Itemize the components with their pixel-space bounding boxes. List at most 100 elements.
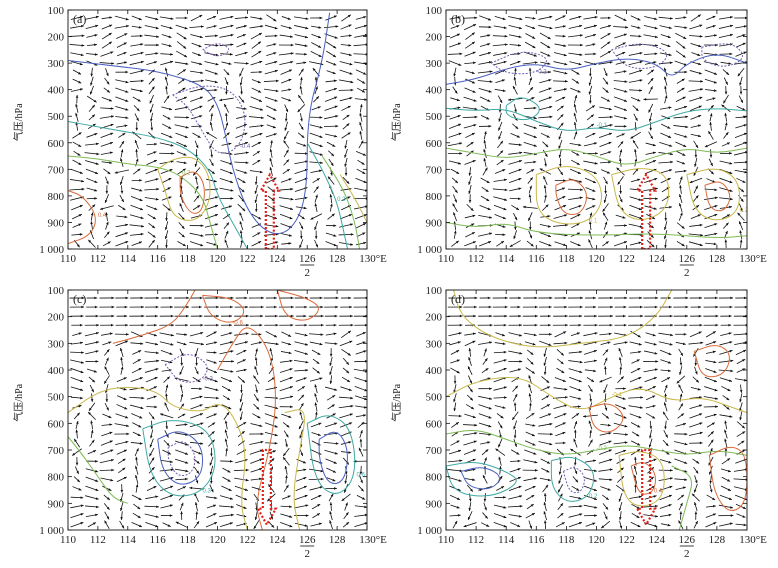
y-tick-label: 100	[48, 285, 65, 297]
wind-vector-head	[488, 305, 492, 309]
wind-vector-head	[315, 411, 318, 415]
wind-vector-head	[591, 379, 595, 382]
wind-vector-head	[714, 205, 718, 208]
wind-vector-head	[80, 522, 84, 525]
wind-vector-head	[214, 522, 218, 525]
wind-vector-head	[715, 314, 719, 318]
wind-vector-head	[359, 471, 363, 475]
wind-vector-head	[715, 397, 719, 400]
wind-vector-head	[488, 416, 492, 419]
wind-vector-head	[213, 504, 217, 508]
wind-vector-head	[619, 199, 623, 203]
wind-vector-head	[548, 343, 552, 346]
wind-vector-head	[560, 361, 564, 365]
wind-vector-head	[694, 163, 697, 167]
wind-vector-head	[137, 359, 141, 362]
wind-vector-head	[213, 413, 217, 416]
wind-vector-head	[135, 456, 138, 460]
wind-vector-head	[668, 369, 671, 373]
wind-vector-head	[698, 305, 702, 309]
wind-vector-head	[594, 162, 598, 165]
wind-vector-head	[315, 194, 318, 198]
wind-vector-head	[362, 223, 366, 226]
y-tick-label: 400	[48, 85, 65, 97]
wind-vector-head	[698, 134, 701, 138]
wind-vector-head	[335, 305, 339, 309]
wind-vector-head	[227, 469, 231, 473]
wind-vector-head	[652, 151, 656, 155]
wind-vector-head	[548, 305, 552, 309]
wind-vector-head	[155, 52, 159, 55]
wind-vector-head	[106, 407, 109, 411]
wind-vector-head	[670, 152, 674, 156]
x-tick-label: 114	[498, 534, 515, 546]
wind-vector-head	[708, 462, 712, 466]
wind-vector-head	[348, 451, 352, 454]
wind-vector-head	[362, 232, 366, 235]
wind-vector-head	[637, 17, 641, 21]
wind-vector-head	[742, 180, 746, 183]
wind-vector-head	[653, 495, 657, 498]
wind-vector-head	[693, 489, 697, 493]
wind-vector-head	[312, 68, 316, 72]
wind-vector-head	[682, 486, 686, 490]
wind-vector-head	[156, 43, 159, 47]
wind-vector-head	[574, 95, 578, 99]
wind-vector-head	[608, 151, 612, 154]
wind-vector-head	[211, 171, 215, 174]
wind-vector-head	[529, 185, 532, 189]
wind-vector-head	[710, 163, 713, 167]
wind-vector-head	[576, 488, 580, 491]
wind-vector-head	[679, 194, 682, 198]
plot-area: -0.6-0.30.30.6	[68, 290, 367, 530]
wind-vector-head	[365, 205, 367, 208]
wind-vector-head	[472, 332, 476, 336]
wind-vector-head	[183, 96, 187, 100]
wind-vector-head	[638, 350, 642, 354]
wind-vector-head	[166, 95, 170, 99]
wind-vector-head	[513, 76, 517, 80]
y-tick-label: 100	[48, 5, 65, 17]
wind-vector-head	[288, 234, 292, 237]
wind-vector-head	[742, 42, 746, 46]
wind-vector-head	[273, 450, 276, 453]
wind-vector-head	[565, 323, 568, 327]
wind-vector-head	[304, 52, 307, 56]
wind-vector-head	[225, 81, 229, 85]
wind-vector-head	[669, 469, 673, 472]
wind-vector-head	[498, 444, 501, 448]
wind-vector-head	[139, 89, 143, 93]
y-tick-label: 600	[48, 138, 65, 150]
wind-vector-head	[334, 451, 338, 455]
wind-vector-head	[456, 33, 460, 37]
wind-vector-head	[269, 157, 273, 161]
wind-vector-head	[81, 296, 85, 300]
wind-vector-head	[681, 225, 685, 229]
wind-vector-head	[151, 78, 155, 81]
wind-vector-head	[574, 429, 577, 433]
wind-vector-head	[534, 296, 538, 300]
contour-line	[686, 168, 740, 221]
wind-vector-head	[678, 520, 681, 524]
wind-vector-head	[299, 411, 303, 415]
wind-vector-head	[639, 216, 643, 220]
wind-vector-head	[271, 458, 275, 462]
wind-vector-head	[95, 513, 98, 517]
wind-vector-head	[304, 196, 308, 200]
wind-vector-head	[593, 296, 596, 300]
wind-vector-head	[608, 107, 612, 111]
wind-vector-head	[90, 420, 93, 424]
wind-vector-head	[364, 189, 367, 192]
wind-vector-head	[473, 314, 477, 318]
wind-vector-head	[255, 209, 258, 212]
wind-vector-head	[533, 452, 537, 455]
y-tick-label: 700	[426, 445, 443, 457]
wind-vector-head	[458, 414, 462, 418]
wind-vector-head	[78, 404, 82, 408]
wind-vector-head	[543, 372, 547, 375]
wind-vector-head	[489, 397, 493, 400]
wind-vector-head	[299, 245, 302, 249]
wind-vector-head	[739, 239, 743, 243]
wind-vector-head	[320, 305, 324, 309]
wind-vector-head	[106, 349, 110, 353]
